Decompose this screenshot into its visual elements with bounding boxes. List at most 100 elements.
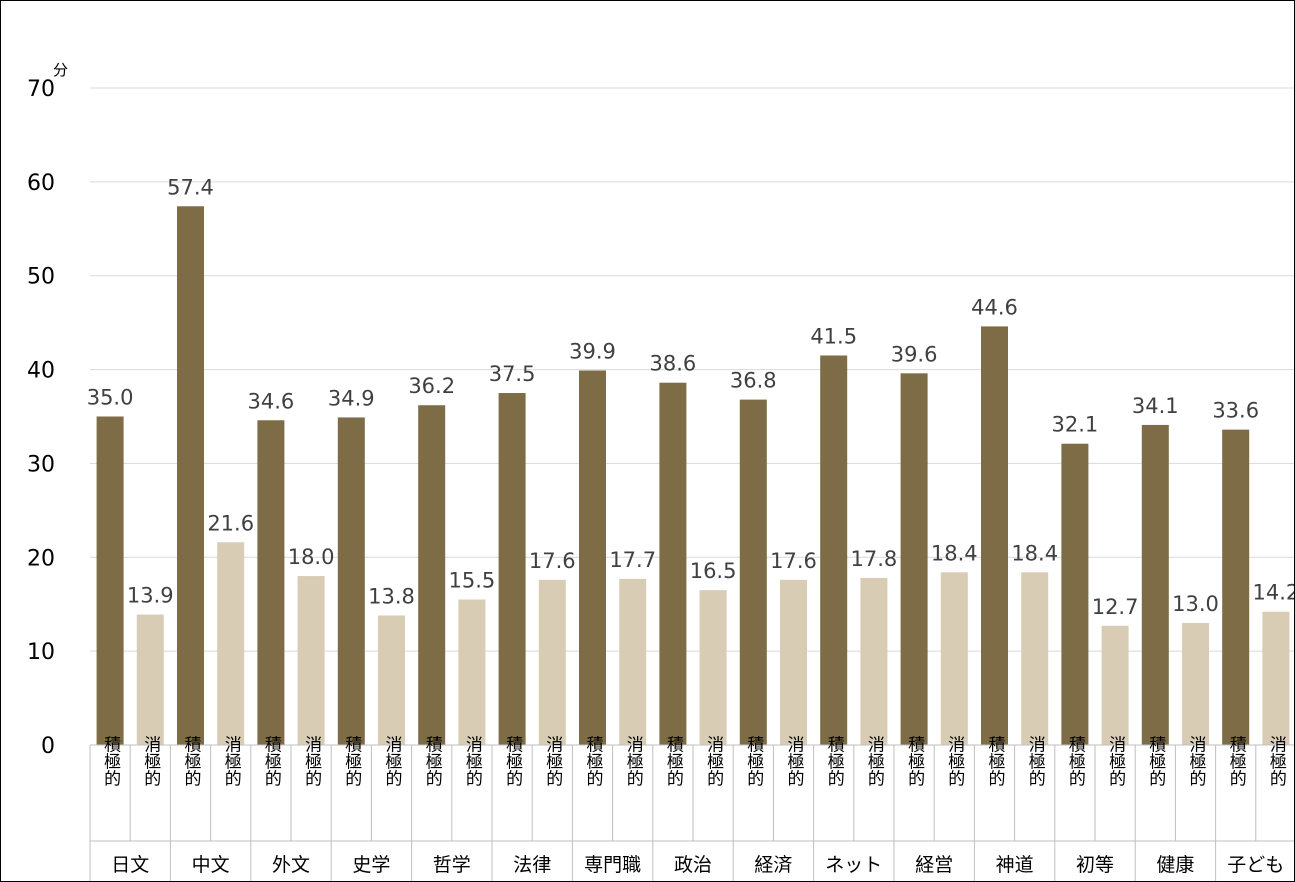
data-label: 34.1 bbox=[1132, 394, 1179, 418]
bar bbox=[739, 399, 767, 745]
data-label: 39.6 bbox=[891, 342, 938, 366]
subcategory-label: 積極的 bbox=[341, 735, 362, 787]
y-tick-label: 20 bbox=[27, 546, 55, 571]
data-label: 13.0 bbox=[1172, 592, 1219, 616]
subcategory-label: 消極的 bbox=[1105, 735, 1126, 787]
data-label: 13.9 bbox=[127, 584, 174, 608]
category-label: ネット bbox=[825, 854, 882, 876]
bar bbox=[257, 420, 285, 745]
category-label: 初等 bbox=[1076, 854, 1114, 876]
data-label: 18.4 bbox=[931, 541, 978, 565]
data-label: 18.4 bbox=[1011, 541, 1058, 565]
bar bbox=[1222, 429, 1250, 745]
subcategory-label: 消極的 bbox=[221, 735, 242, 787]
subcategory-label: 積極的 bbox=[985, 735, 1006, 787]
y-tick-label: 40 bbox=[27, 359, 55, 384]
data-label: 36.2 bbox=[408, 374, 455, 398]
data-label: 15.5 bbox=[449, 569, 496, 593]
category-label: 経済 bbox=[754, 854, 792, 876]
category-label: 専門職 bbox=[584, 854, 641, 876]
subcategory-label: 積極的 bbox=[100, 735, 121, 787]
category-label: 健康 bbox=[1156, 854, 1194, 876]
subcategory-label: 消極的 bbox=[944, 735, 965, 787]
gridlines bbox=[90, 87, 1294, 652]
bar bbox=[297, 576, 325, 745]
category-label: 政治 bbox=[674, 854, 712, 876]
data-label: 34.9 bbox=[328, 386, 375, 410]
bars bbox=[96, 206, 1290, 745]
bar bbox=[458, 599, 486, 745]
bar bbox=[337, 417, 365, 745]
unit-label: 分 bbox=[53, 61, 68, 79]
bar bbox=[1182, 622, 1209, 745]
bar bbox=[1061, 443, 1089, 745]
bar bbox=[1141, 424, 1169, 745]
subcategory-label: 消極的 bbox=[703, 735, 724, 787]
data-label: 36.8 bbox=[730, 369, 777, 393]
data-label: 39.9 bbox=[569, 340, 616, 364]
subcategory-label: 消極的 bbox=[462, 735, 483, 787]
y-tick-label: 0 bbox=[41, 734, 55, 759]
subcategory-label: 積極的 bbox=[261, 735, 282, 787]
data-label: 12.7 bbox=[1092, 595, 1139, 619]
y-tick-label: 50 bbox=[27, 265, 55, 290]
bar bbox=[659, 382, 687, 745]
data-label: 21.6 bbox=[207, 511, 254, 535]
subcategory-label: 消極的 bbox=[1266, 735, 1287, 787]
subcategory-label: 消極的 bbox=[864, 735, 885, 787]
data-label: 17.6 bbox=[770, 549, 817, 573]
subcategory-label: 積極的 bbox=[181, 735, 202, 787]
bar bbox=[177, 206, 204, 745]
bar bbox=[860, 577, 888, 745]
data-label: 17.6 bbox=[529, 549, 576, 573]
category-label: 子ども bbox=[1227, 854, 1284, 876]
bar bbox=[780, 579, 807, 745]
subcategory-label: 消極的 bbox=[1025, 735, 1046, 787]
data-label: 33.6 bbox=[1212, 399, 1259, 423]
subcategory-label: 積極的 bbox=[743, 735, 764, 787]
subcategory-label: 積極的 bbox=[824, 735, 845, 787]
subcategory-label: 消極的 bbox=[301, 735, 322, 787]
subcategory-label: 消極的 bbox=[382, 735, 403, 787]
bar bbox=[418, 405, 446, 745]
bar bbox=[981, 326, 1008, 745]
bar bbox=[217, 542, 245, 745]
subcategory-label: 消極的 bbox=[140, 735, 161, 787]
bar bbox=[1101, 625, 1129, 745]
data-label: 37.5 bbox=[489, 362, 536, 386]
data-label: 44.6 bbox=[971, 295, 1018, 319]
y-tick-label: 30 bbox=[27, 452, 55, 477]
data-labels: 35.0 57.4 34.6 34.9 36.2 37.5 39.9 38.6 36.8 41.5… bbox=[87, 175, 1295, 619]
bar bbox=[538, 579, 566, 745]
bar bbox=[619, 578, 647, 745]
data-label: 35.0 bbox=[87, 386, 134, 410]
bar bbox=[96, 416, 124, 745]
subcategory-label: 消極的 bbox=[542, 735, 563, 787]
bar bbox=[136, 614, 164, 745]
bar bbox=[900, 373, 928, 745]
subcategory-label: 積極的 bbox=[422, 735, 443, 787]
y-tick-label: 70 bbox=[27, 77, 55, 102]
bar bbox=[498, 393, 526, 745]
data-label: 16.5 bbox=[690, 559, 737, 583]
subcategory-label: 積極的 bbox=[502, 735, 522, 787]
bar bbox=[940, 572, 968, 745]
category-label: 経営 bbox=[915, 854, 953, 876]
data-label: 38.6 bbox=[650, 352, 697, 376]
bar bbox=[820, 355, 848, 745]
data-label: 18.0 bbox=[288, 545, 335, 569]
subcategory-label: 積極的 bbox=[1226, 735, 1247, 787]
bar bbox=[378, 615, 405, 745]
category-label: 史学 bbox=[352, 854, 390, 876]
subcategory-label: 消極的 bbox=[784, 735, 805, 787]
subcategory-label: 積極的 bbox=[1065, 735, 1086, 787]
category-label: 哲学 bbox=[433, 854, 471, 876]
data-label: 14.2 bbox=[1253, 581, 1295, 605]
data-label: 34.6 bbox=[248, 389, 295, 413]
subcategory-label: 積極的 bbox=[1145, 735, 1166, 787]
y-tick-label: 10 bbox=[27, 640, 55, 665]
data-label: 17.8 bbox=[851, 547, 898, 571]
